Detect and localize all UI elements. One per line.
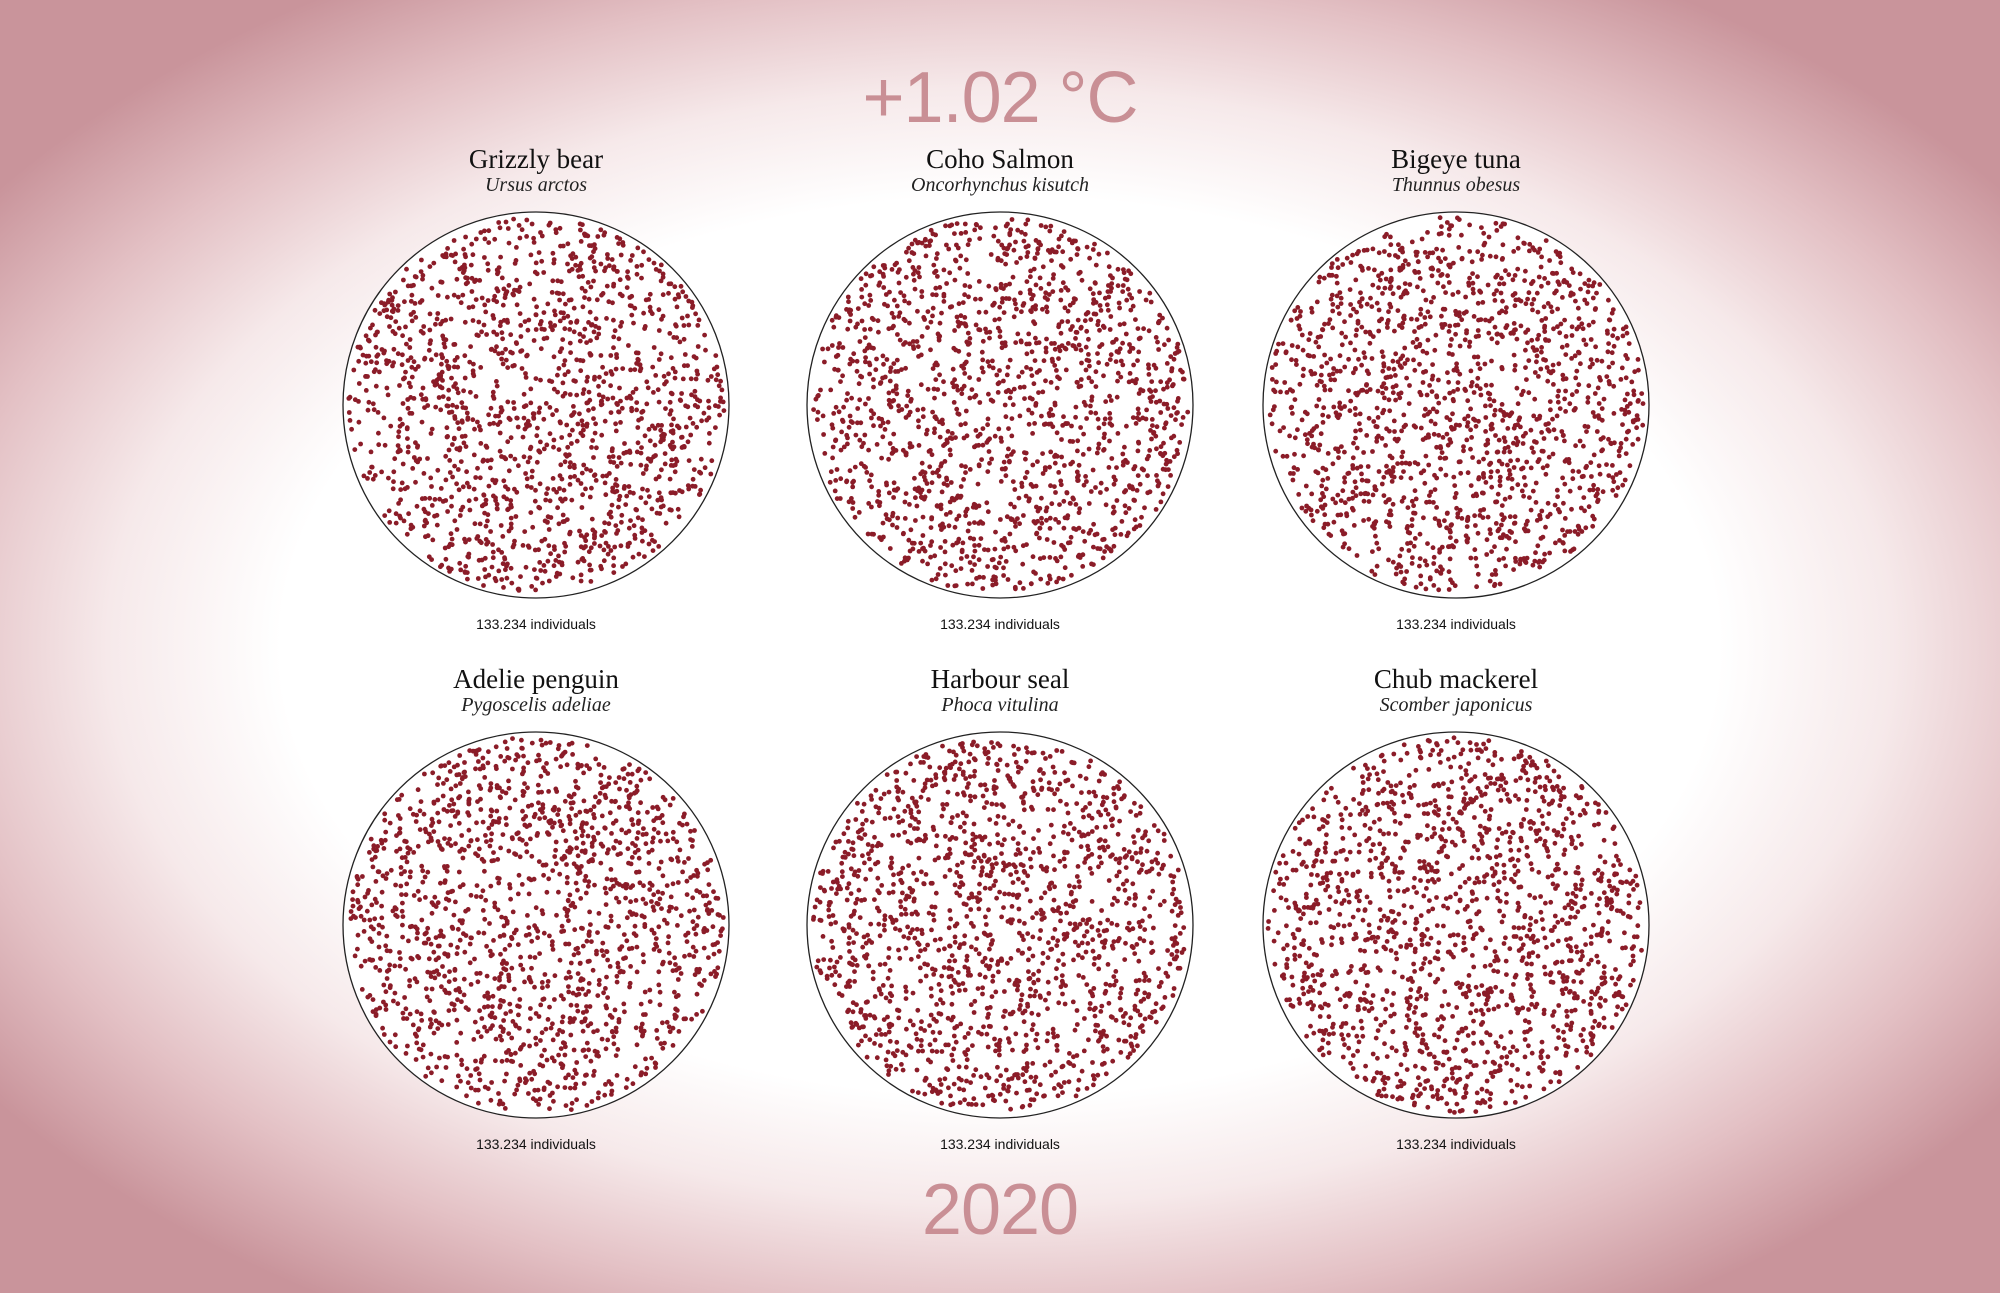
individual-dots xyxy=(1265,735,1644,1115)
individuals-count: 133.234 individuals xyxy=(1396,616,1516,632)
population-circle xyxy=(1261,210,1651,600)
population-circle xyxy=(805,210,1195,600)
population-circle xyxy=(341,730,731,1120)
population-circle xyxy=(805,730,1195,1120)
individuals-count: 133.234 individuals xyxy=(1396,1136,1516,1152)
population-dots xyxy=(806,211,1194,599)
species-panel-harbour-seal: Harbour seal Phoca vitulina 133.234 indi… xyxy=(790,663,1210,1183)
species-latin-name: Phoca vitulina xyxy=(941,694,1059,716)
individual-dots xyxy=(348,736,726,1112)
species-common-name: Chub mackerel xyxy=(1373,664,1539,694)
individuals-count: 133.234 individuals xyxy=(476,616,596,632)
population-dots xyxy=(1262,731,1650,1119)
individuals-count: 133.234 individuals xyxy=(940,1136,1060,1152)
species-latin-name: Ursus arctos xyxy=(484,174,588,196)
species-common-name: Bigeye tuna xyxy=(1391,144,1521,174)
population-dots xyxy=(1262,211,1650,599)
population-dots xyxy=(806,731,1194,1119)
year-label: 2020 xyxy=(921,1170,1079,1250)
species-common-name: Coho Salmon xyxy=(926,144,1074,174)
species-latin-name: Thunnus obesus xyxy=(1391,174,1521,196)
individual-dots xyxy=(811,217,1191,592)
individuals-count: 133.234 individuals xyxy=(940,616,1060,632)
individual-dots xyxy=(346,216,727,593)
species-latin-name: Oncorhynchus kisutch xyxy=(911,174,1089,196)
population-dots xyxy=(342,211,730,599)
species-panel-bigeye-tuna: Bigeye tuna Thunnus obesus 133.234 indiv… xyxy=(1246,143,1666,663)
population-ring xyxy=(806,731,1194,1119)
species-latin-name: Scomber japonicus xyxy=(1379,694,1533,716)
population-circle xyxy=(1261,730,1651,1120)
species-panel-grizzly-bear: Grizzly bear Ursus arctos 133.234 indivi… xyxy=(326,143,746,663)
population-circle xyxy=(341,210,731,600)
population-dots xyxy=(342,731,730,1119)
individuals-count: 133.234 individuals xyxy=(476,1136,596,1152)
species-panel-coho-salmon: Coho Salmon Oncorhynchus kisutch 133.234… xyxy=(790,143,1210,663)
species-common-name: Adelie penguin xyxy=(453,664,619,694)
species-common-name: Grizzly bear xyxy=(468,144,604,174)
temperature-label: +1.02 °C xyxy=(862,58,1139,138)
population-ring xyxy=(342,211,730,599)
species-latin-name: Pygoscelis adeliae xyxy=(461,694,611,716)
species-common-name: Harbour seal xyxy=(930,664,1070,694)
species-panel-chub-mackerel: Chub mackerel Scomber japonicus 133.234 … xyxy=(1246,663,1666,1183)
species-panel-adelie-penguin: Adelie penguin Pygoscelis adeliae 133.23… xyxy=(326,663,746,1183)
individual-dots xyxy=(811,739,1187,1112)
individual-dots xyxy=(1267,215,1646,593)
